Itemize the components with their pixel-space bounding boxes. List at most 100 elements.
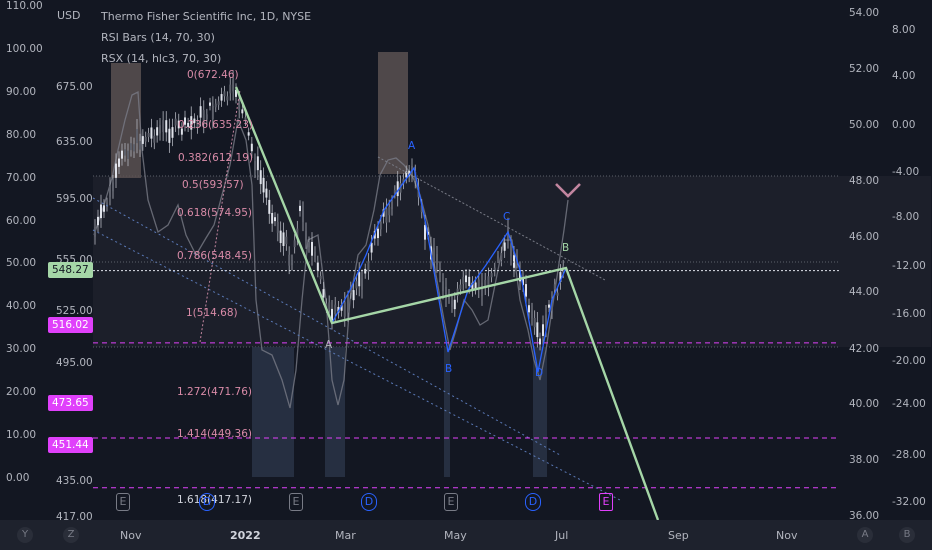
candle-body: [539, 338, 541, 345]
axis-button-a[interactable]: A: [857, 527, 873, 543]
candle-body: [337, 306, 340, 313]
left-outer-tick: 100.00: [6, 43, 43, 55]
candle-body: [174, 118, 177, 126]
candle-body: [282, 232, 285, 247]
candle-body: [364, 268, 367, 274]
left-price-tick: 525.00: [56, 305, 93, 317]
candle-body: [223, 91, 226, 97]
candle-body: [184, 117, 186, 125]
wave-label: B: [562, 242, 569, 254]
trend-lines: [92, 86, 840, 521]
candle-body: [551, 299, 553, 311]
candle-body: [497, 255, 499, 259]
candle-body: [545, 314, 547, 328]
candle-body: [462, 277, 465, 285]
candle-body: [168, 128, 171, 143]
right-inner-tick: 38.00: [849, 454, 879, 466]
candle-body: [279, 230, 282, 244]
candle-body: [268, 199, 271, 214]
candle-body: [536, 322, 539, 338]
fibonacci-levels: 0(672.46) 0.236(635.23) 0.382(612.19) 0.5(5…: [177, 69, 253, 506]
candle-body: [468, 276, 471, 287]
candle-body: [377, 228, 379, 239]
candle-body: [391, 201, 393, 210]
candle-body: [388, 206, 391, 216]
candle-body: [296, 228, 299, 238]
upcoming-earnings-icon[interactable]: E: [599, 493, 613, 511]
left-price-tick: 495.00: [56, 357, 93, 369]
dividend-event-icon[interactable]: D: [525, 493, 541, 511]
right-outer-tick: -32.00: [892, 496, 926, 508]
candle-body: [319, 275, 322, 280]
candle-body: [525, 284, 527, 297]
candle-body: [322, 289, 325, 298]
axis-button-y[interactable]: Y: [17, 527, 33, 543]
candle-body: [136, 129, 138, 144]
fib-label: 0.236(635.23): [178, 119, 253, 131]
candle-body: [171, 127, 174, 138]
fib-label: 0(672.46): [187, 69, 239, 81]
candle-body: [229, 84, 232, 94]
candle-body: [153, 135, 156, 143]
candle-body: [205, 114, 208, 120]
candle-body: [474, 282, 477, 289]
level-tag-473: 473.65: [48, 395, 93, 411]
dividend-event-icon[interactable]: D: [199, 493, 215, 511]
candle-body: [177, 120, 180, 129]
candle-body: [379, 221, 382, 230]
candle-body: [115, 163, 117, 178]
axis-button-b[interactable]: B: [899, 527, 915, 543]
candle-body: [100, 204, 102, 219]
candle-body: [316, 262, 319, 271]
candle-body: [459, 284, 462, 290]
right-outer-tick: 4.00: [892, 70, 915, 82]
candle-body: [487, 276, 490, 288]
candle-body: [393, 190, 396, 194]
left-price-tick: 595.00: [56, 193, 93, 205]
left-outer-tick: 0.00: [6, 472, 29, 484]
candle-body: [355, 281, 358, 289]
candle-body: [211, 105, 214, 119]
right-inner-tick: 48.00: [849, 175, 879, 187]
rsx-line: [93, 90, 569, 409]
channel-line-lower: [92, 229, 621, 501]
candle-body: [156, 127, 159, 136]
earnings-event-icon[interactable]: E: [289, 493, 303, 511]
candle-body: [559, 272, 562, 282]
time-axis-strip: [0, 520, 932, 550]
indicator-rsi-bars[interactable]: RSI Bars (14, 70, 30): [101, 31, 215, 44]
axis-button-z[interactable]: Z: [63, 527, 79, 543]
x-tick: Nov: [776, 529, 798, 542]
fib-label: 1.414(449.36): [177, 428, 252, 440]
rsi-bar: [444, 347, 450, 477]
candle-body: [187, 122, 190, 127]
candle-body: [358, 272, 361, 287]
candle-body: [548, 304, 550, 308]
earnings-event-icon[interactable]: E: [444, 493, 458, 511]
fib-label: 0.5(593.57): [182, 179, 244, 191]
dividend-event-icon[interactable]: D: [361, 493, 377, 511]
left-outer-tick: 10.00: [6, 429, 36, 441]
right-inner-tick: 50.00: [849, 119, 879, 131]
candle-body: [436, 254, 438, 265]
level-tag-516: 516.02: [48, 317, 93, 333]
candle-body: [533, 317, 536, 328]
rsi-bar: [378, 52, 408, 174]
candle-body: [109, 185, 111, 197]
candle-body: [477, 279, 480, 290]
indicator-rsx[interactable]: RSX (14, hlc3, 70, 30): [101, 52, 222, 65]
left-outer-tick: 90.00: [6, 86, 36, 98]
fib-anchor-line: [199, 89, 241, 343]
candle-body: [112, 182, 114, 192]
candle-body: [180, 128, 183, 135]
candle-body: [340, 305, 343, 311]
left-outer-tick: 70.00: [6, 172, 36, 184]
candle-body: [247, 132, 250, 136]
earnings-event-icon[interactable]: E: [116, 493, 130, 511]
candle-body: [190, 116, 193, 130]
right-outer-tick: 8.00: [892, 24, 915, 36]
candle-body: [202, 110, 205, 124]
candle-body: [220, 94, 223, 101]
candle-body: [159, 125, 161, 134]
